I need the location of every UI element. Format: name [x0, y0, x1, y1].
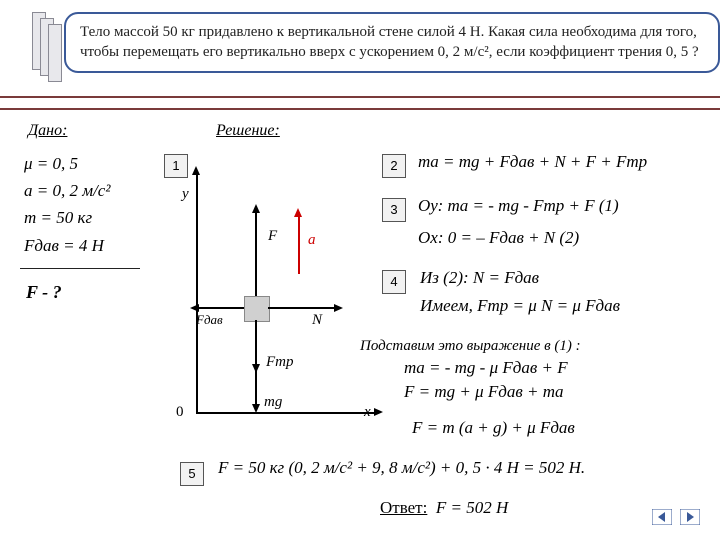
label-a: a [308, 232, 316, 249]
force-N-head [334, 304, 343, 312]
accel-a-head [294, 208, 302, 217]
equation-subst1: ma = - mg - μ Fдав + F [404, 358, 568, 378]
axis-x-arrowhead [374, 408, 383, 416]
equation-final-form: F = m (a + g) + μ Fдав [412, 418, 575, 438]
given-divider [20, 268, 140, 269]
label-y: y [182, 186, 189, 203]
step-box-3: 3 [382, 198, 406, 222]
answer-value: F = 502 Н [436, 498, 508, 517]
given-block: μ = 0, 5 a = 0, 2 м/с² m = 50 кг Fдав = … [24, 150, 110, 259]
nav-next-icon[interactable] [680, 509, 700, 525]
equation-numeric: F = 50 кг (0, 2 м/с² + 9, 8 м/с²) + 0, 5… [218, 458, 585, 478]
force-Fdav-head [190, 304, 199, 312]
given-mu: μ = 0, 5 [24, 150, 110, 177]
force-diagram: y x 0 F a Fтр mg Fдав N [152, 172, 362, 428]
equation-friction: Имеем, Fтр = μ N = μ Fдав [420, 296, 620, 316]
equation-subst2: F = mg + μ Fдав + ma [404, 382, 564, 402]
label-mg: mg [264, 394, 282, 411]
equation-newton2: ma = mg + Fдав + N + F + Fтр [418, 152, 647, 172]
force-mg-head [252, 404, 260, 413]
axis-x [196, 412, 376, 414]
force-N [268, 307, 336, 309]
answer: Ответ: F = 502 Н [380, 498, 508, 518]
body-rect [244, 296, 270, 322]
force-Fdav [196, 307, 244, 309]
force-mg [255, 320, 257, 408]
force-F-head [252, 204, 260, 213]
label-F: F [268, 228, 277, 245]
label-x: x [364, 404, 371, 421]
force-F [255, 208, 257, 296]
step-box-4: 4 [382, 270, 406, 294]
problem-statement: Тело массой 50 кг придавлено к вертикаль… [64, 12, 720, 73]
answer-label: Ответ: [380, 498, 427, 517]
step-box-5: 5 [180, 462, 204, 486]
label-Fdav: Fдав [196, 312, 223, 328]
find-label: F - ? [26, 282, 62, 303]
equation-subst-text: Подставим это выражение в (1) : [360, 338, 581, 355]
nav-controls [648, 509, 700, 530]
given-Fd: Fдав = 4 Н [24, 232, 110, 259]
axis-y [196, 172, 198, 412]
label-Ftr: Fтр [266, 354, 294, 371]
solution-header: Решение: [216, 122, 280, 140]
given-a: a = 0, 2 м/с² [24, 177, 110, 204]
given-header: Дано: [28, 122, 67, 140]
nav-prev-icon[interactable] [652, 509, 672, 525]
divider-ruler [0, 96, 720, 110]
equation-ox: Ох: 0 = – Fдав + N (2) [418, 228, 579, 248]
equation-from2: Из (2): N = Fдав [420, 268, 539, 288]
label-N: N [312, 312, 322, 329]
accel-a [298, 212, 300, 274]
label-origin: 0 [176, 404, 184, 421]
given-m: m = 50 кг [24, 204, 110, 231]
equation-oy: Оу: ma = - mg - Fтр + F (1) [418, 196, 619, 216]
step-box-2: 2 [382, 154, 406, 178]
axis-y-arrowhead [192, 166, 200, 175]
